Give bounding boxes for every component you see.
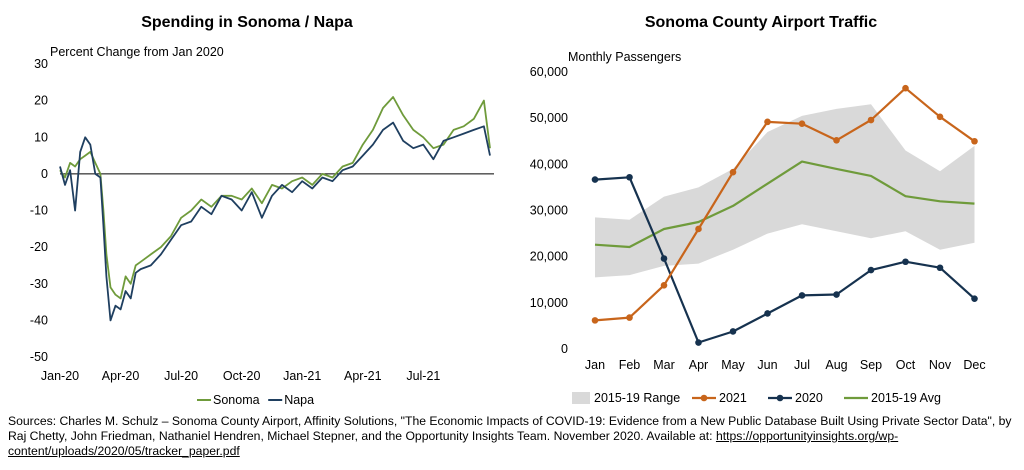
series-line-napa xyxy=(59,121,491,322)
sources-link[interactable]: https://opportunityinsights.org/wp-conte… xyxy=(8,429,899,458)
legend-label: 2020 xyxy=(795,391,823,405)
series-line-2021 xyxy=(594,87,976,322)
series-line-2015-19-avg xyxy=(594,160,975,249)
data-point xyxy=(626,314,633,321)
data-point xyxy=(902,84,909,92)
data-point xyxy=(695,225,702,233)
data-point xyxy=(798,120,806,128)
data-point xyxy=(591,176,599,183)
data-point xyxy=(591,317,599,324)
x-tick-label: Aug xyxy=(825,358,847,372)
x-tick-label: Mar xyxy=(653,358,675,372)
y-tick-label: 60,000 xyxy=(530,65,568,79)
data-point xyxy=(798,292,806,299)
x-tick-label: Jan xyxy=(585,358,605,372)
x-tick-label: Feb xyxy=(619,358,641,372)
data-point xyxy=(833,137,840,144)
right-chart-title: Sonoma County Airport Traffic xyxy=(645,14,877,31)
y-tick-label: 50,000 xyxy=(530,111,568,125)
y-tick-label: 10,000 xyxy=(530,296,568,310)
x-tick-label: Dec xyxy=(963,358,985,372)
legend-label: Sonoma xyxy=(213,393,260,407)
data-point xyxy=(660,281,668,289)
x-tick-label: Jul-21 xyxy=(406,369,440,383)
legend-label: Napa xyxy=(284,393,314,407)
x-tick-label: Apr-21 xyxy=(344,369,382,383)
x-tick-label: Jul xyxy=(794,358,810,372)
data-point xyxy=(936,113,944,121)
data-point xyxy=(729,328,737,335)
sources-note: Sources: Charles M. Schulz – Sonoma Coun… xyxy=(8,414,1013,459)
left-chart: Spending in Sonoma / Napa Percent Change … xyxy=(30,14,494,407)
y-tick-label: 10 xyxy=(34,130,48,144)
legend-label: 2015-19 Range xyxy=(594,391,680,405)
legend-marker xyxy=(700,394,708,402)
y-tick-label: 30,000 xyxy=(530,204,568,218)
x-tick-label: Jul-20 xyxy=(164,369,198,383)
data-point xyxy=(729,168,737,176)
y-tick-label: -50 xyxy=(30,350,48,364)
data-point xyxy=(902,258,909,266)
data-point xyxy=(971,137,978,145)
data-point xyxy=(833,291,840,298)
legend-label: 2021 xyxy=(719,391,747,405)
y-tick-label: 20 xyxy=(34,94,48,108)
x-tick-label: Nov xyxy=(929,358,952,372)
data-point xyxy=(660,255,668,262)
y-tick-label: 0 xyxy=(561,342,568,356)
legend-swatch xyxy=(572,392,590,404)
y-tick-label: 40,000 xyxy=(530,157,568,171)
y-tick-label: 0 xyxy=(41,167,48,181)
x-tick-label: Apr xyxy=(689,358,708,372)
x-tick-label: Apr-20 xyxy=(102,369,140,383)
data-point xyxy=(695,339,702,346)
data-point xyxy=(626,173,633,181)
y-tick-label: -40 xyxy=(30,313,48,327)
data-point xyxy=(971,295,978,302)
y-tick-label: 20,000 xyxy=(530,250,568,264)
y-tick-label: -20 xyxy=(30,240,48,254)
right-chart-ylabel: Monthly Passengers xyxy=(568,50,681,64)
left-chart-title: Spending in Sonoma / Napa xyxy=(141,14,353,31)
x-tick-label: Sep xyxy=(860,358,882,372)
x-tick-label: Oct xyxy=(896,358,916,372)
legend-label: 2015-19 Avg xyxy=(871,391,941,405)
x-tick-label: May xyxy=(721,358,745,372)
series-line-2020 xyxy=(594,176,976,344)
data-point xyxy=(867,266,875,274)
x-tick-label: Oct-20 xyxy=(223,369,261,383)
data-point xyxy=(936,264,944,272)
data-point xyxy=(867,116,875,124)
x-tick-label: Jan-21 xyxy=(283,369,321,383)
x-tick-label: Jan-20 xyxy=(41,369,79,383)
range-band xyxy=(595,104,975,278)
y-tick-label: -10 xyxy=(30,204,48,218)
data-point xyxy=(764,310,771,317)
y-tick-label: -30 xyxy=(30,277,48,291)
data-point xyxy=(764,118,771,126)
legend-marker xyxy=(776,394,784,402)
x-tick-label: Jun xyxy=(757,358,777,372)
left-chart-ylabel: Percent Change from Jan 2020 xyxy=(50,45,224,59)
sources-text: Sources: Charles M. Schulz – Sonoma Coun… xyxy=(8,414,1012,443)
right-chart: Sonoma County Airport Traffic Monthly Pas… xyxy=(530,14,986,405)
y-tick-label: 30 xyxy=(34,57,48,71)
series-line-sonoma xyxy=(59,96,491,300)
